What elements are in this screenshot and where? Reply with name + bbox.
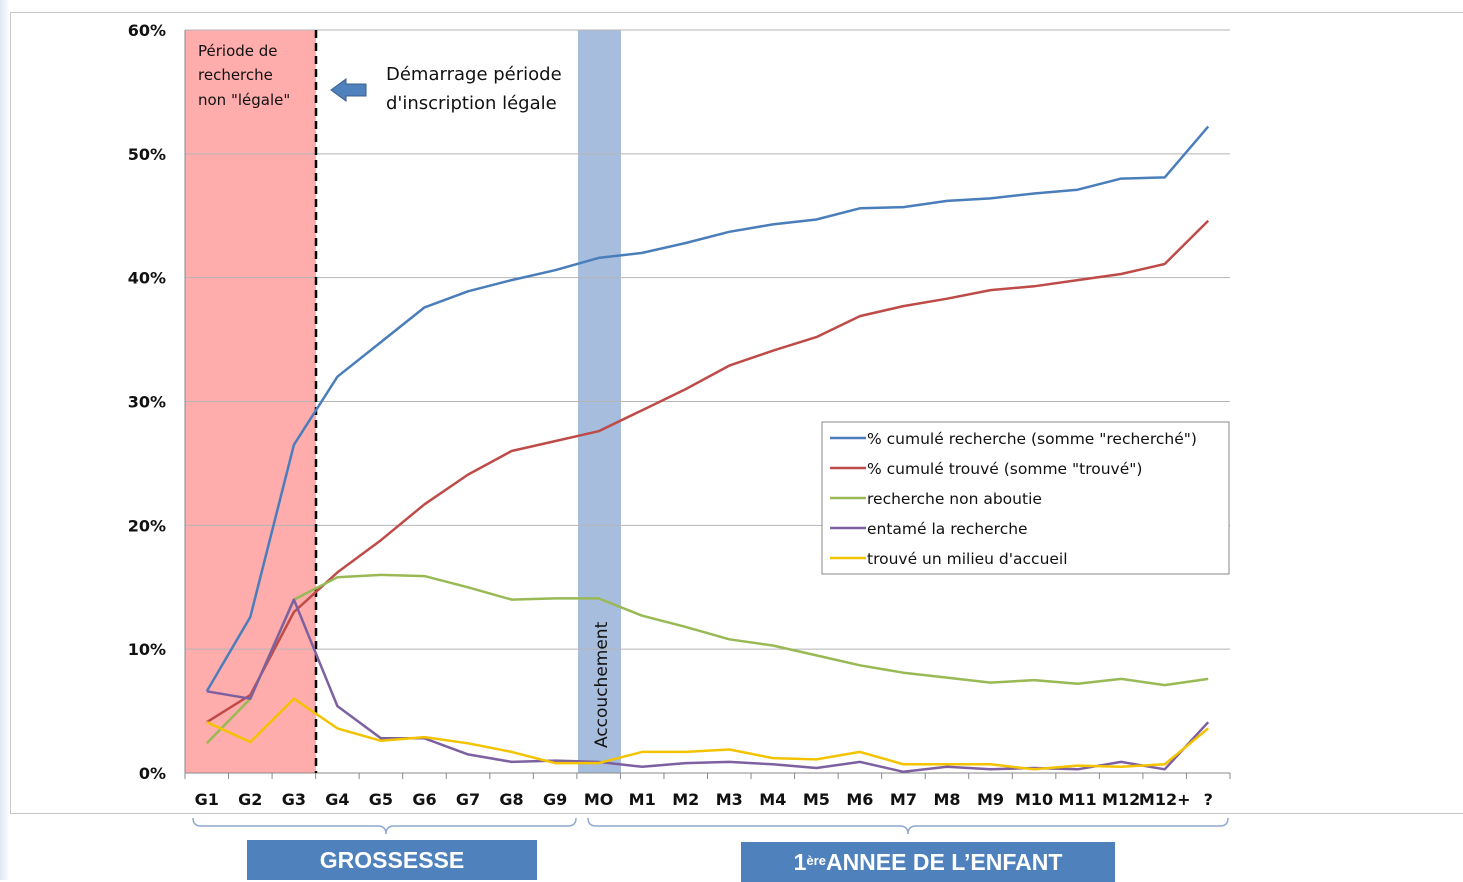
legend-label: % cumulé recherche (somme "recherché") <box>867 430 1197 448</box>
legend-label: trouvé un milieu d'accueil <box>867 550 1068 568</box>
x-tick-label: G4 <box>325 790 349 809</box>
x-tick-label: G2 <box>238 790 262 809</box>
x-tick-label: M12+ <box>1139 790 1191 809</box>
x-tick-label: M12 <box>1102 790 1140 809</box>
x-tick-label: M4 <box>759 790 786 809</box>
legal-start-text-2: d'inscription légale <box>386 93 557 114</box>
pregnancy-brace <box>192 817 577 835</box>
series-line-2 <box>205 573 1209 745</box>
x-tick-label: G9 <box>543 790 567 809</box>
pregnancy-label: GROSSESSE <box>247 840 537 880</box>
x-tick-label: G3 <box>282 790 306 809</box>
series-line-3 <box>206 598 1210 774</box>
red-zone-text-2: recherche <box>198 66 273 84</box>
y-tick-label: 20% <box>128 516 166 535</box>
x-tick-label: M2 <box>672 790 699 809</box>
birth-label: Accouchement <box>592 621 612 748</box>
x-tick-label: G6 <box>412 790 436 809</box>
x-tick-label: G8 <box>499 790 523 809</box>
y-tick-label: 30% <box>128 393 166 412</box>
legend-label: recherche non aboutie <box>867 490 1042 508</box>
x-tick-label: G1 <box>195 790 219 809</box>
page-background-strip <box>0 0 10 880</box>
y-tick-label: 60% <box>128 21 166 40</box>
legal-start-text-1: Démarrage période <box>386 64 562 85</box>
x-axis: G1 G2 G3 G4 G5 G6 G7 G8 G9 MO M1 M2 M3 M4 M5 M6 M7 M8 M9 M1… <box>184 772 1231 809</box>
x-tick-label: MO <box>584 790 614 809</box>
first-year-brace <box>587 817 1229 835</box>
x-tick-label: G7 <box>456 790 480 809</box>
y-tick-label: 50% <box>128 145 166 164</box>
x-tick-label: M8 <box>933 790 960 809</box>
x-tick-label: M3 <box>716 790 743 809</box>
x-tick-label: ? <box>1204 790 1213 809</box>
x-tick-label: M7 <box>890 790 917 809</box>
y-axis: 0% 10% 20% 30% 40% 50% 60% <box>128 21 186 783</box>
x-tick-label: M6 <box>846 790 873 809</box>
x-tick-label: M9 <box>977 790 1004 809</box>
y-tick-label: 40% <box>128 269 166 288</box>
series-lines <box>205 125 1210 774</box>
legend-label: % cumulé trouvé (somme "trouvé") <box>867 460 1142 478</box>
series-line-0 <box>205 125 1210 692</box>
legend: % cumulé recherche (somme "recherché") % … <box>821 421 1230 575</box>
x-tick-label: M11 <box>1059 790 1097 809</box>
left-arrow-icon <box>330 78 367 102</box>
y-tick-label: 10% <box>128 640 166 659</box>
grid-lines <box>185 29 1230 650</box>
first-year-label: 1 ère ANNEE DE L’ENFANT <box>741 842 1115 882</box>
y-tick-label: 0% <box>139 764 166 783</box>
x-tick-label: G5 <box>369 790 393 809</box>
legend-label: entamé la recherche <box>867 520 1028 538</box>
red-zone-text-3: non "légale" <box>198 91 290 109</box>
x-tick-label: M10 <box>1015 790 1053 809</box>
series-line-1 <box>206 219 1210 724</box>
series-line-4 <box>206 697 1209 771</box>
x-tick-label: M1 <box>629 790 656 809</box>
x-tick-label: M5 <box>803 790 830 809</box>
red-zone-text-1: Période de <box>198 42 278 60</box>
